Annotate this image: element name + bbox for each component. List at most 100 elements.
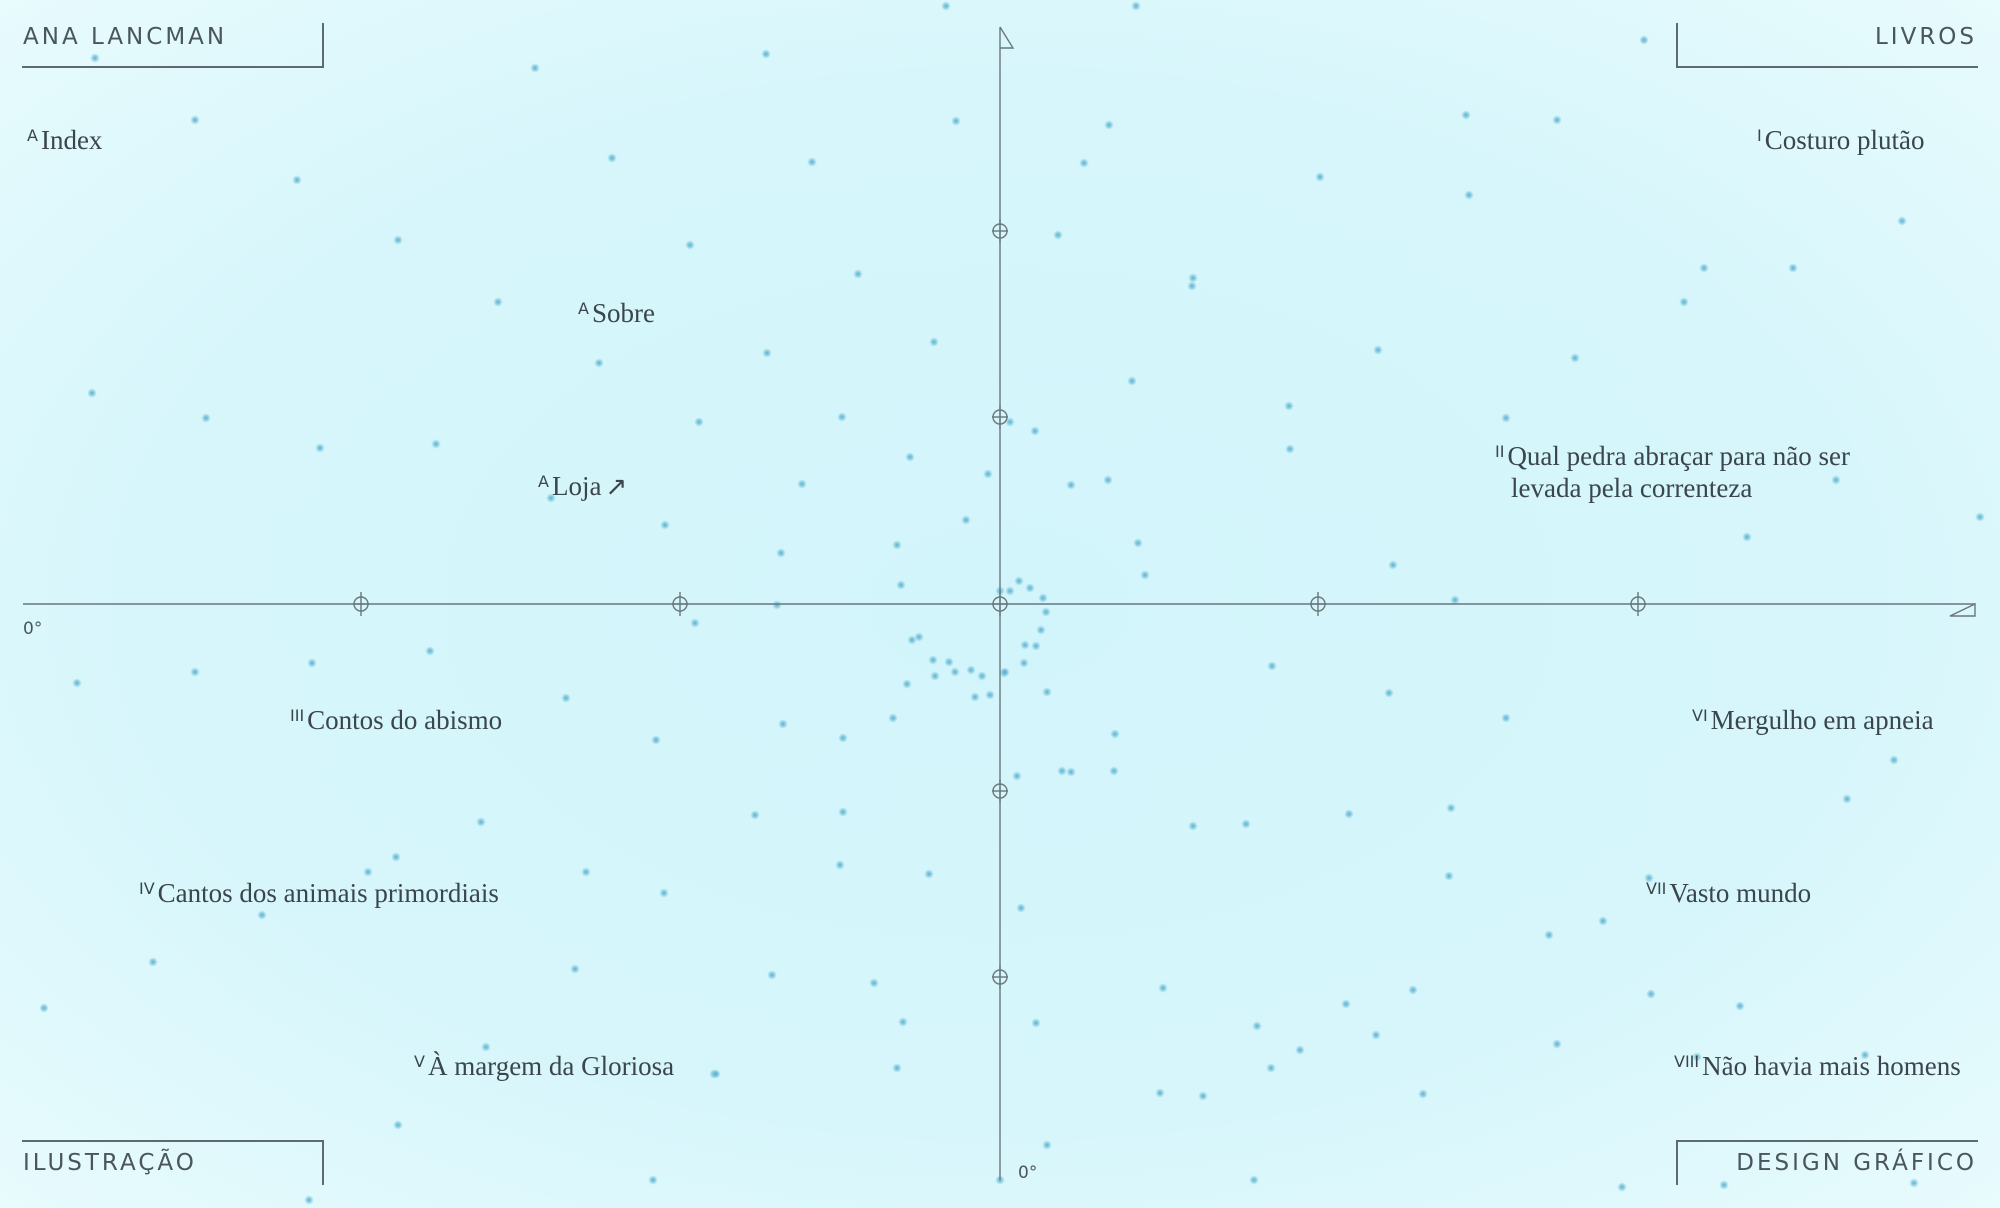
star-dot <box>1104 120 1114 130</box>
brand-name: ANA LANCMAN <box>23 24 228 50</box>
star-dot <box>1019 658 1029 668</box>
star-dot <box>1897 216 1907 226</box>
book-link-1[interactable]: I Costuro plutão <box>1757 124 1924 156</box>
book-link-3[interactable]: III Contos do abismo <box>290 704 502 736</box>
book-title: Cantos dos animais primordiais <box>157 878 499 908</box>
nav-marker: A <box>578 299 589 318</box>
star-dot <box>1127 376 1137 386</box>
star-dot <box>966 665 976 675</box>
star-dot <box>1014 576 1024 586</box>
star-dot <box>1742 532 1752 542</box>
star-dot <box>1646 989 1656 999</box>
star-dot <box>961 515 971 525</box>
star-dot <box>951 116 961 126</box>
star-dot <box>1000 667 1010 677</box>
star-dot <box>1285 444 1295 454</box>
star-dot <box>1042 687 1052 697</box>
nav-index-link[interactable]: A Index <box>27 124 102 156</box>
nav-about-link[interactable]: A Sobre <box>578 297 655 329</box>
star-dot <box>39 1003 49 1013</box>
y-origin-label: 0° <box>1018 1163 1038 1183</box>
star-dot <box>1644 873 1654 883</box>
star-dot <box>1109 766 1119 776</box>
star-dot <box>694 417 704 427</box>
star-dot <box>651 735 661 745</box>
star-dot <box>648 1175 658 1185</box>
star-dot <box>1103 475 1113 485</box>
star-dot <box>1889 755 1899 765</box>
star-dots <box>39 1 1985 1205</box>
star-dot <box>1617 1182 1627 1192</box>
star-dot <box>1418 1089 1428 1099</box>
star-dot <box>292 175 302 185</box>
book-link-8[interactable]: VIII Não havia mais homens <box>1674 1050 1961 1082</box>
star-dot <box>896 580 906 590</box>
axis-ticks <box>353 219 1646 989</box>
book-title-line1: Qual pedra abraçar para não ser <box>1507 441 1850 471</box>
star-dot <box>898 1017 908 1027</box>
nav-marker: A <box>538 472 549 491</box>
star-dot <box>892 1063 902 1073</box>
star-dot <box>1295 1045 1305 1055</box>
book-title: Vasto mundo <box>1669 878 1812 908</box>
star-dot <box>807 157 817 167</box>
star-dot <box>1371 1030 1381 1040</box>
star-dot <box>1341 999 1351 1009</box>
book-marker: III <box>290 706 305 725</box>
star-dot <box>1053 230 1063 240</box>
x-origin-label: 0° <box>23 619 43 639</box>
corner-frame <box>1676 1140 1978 1185</box>
star-dot <box>928 655 938 665</box>
star-dot <box>797 479 807 489</box>
star-dot <box>1187 281 1197 291</box>
star-dot <box>546 493 556 503</box>
star-dot <box>1284 401 1294 411</box>
star-dot <box>1267 661 1277 671</box>
star-dot <box>1388 560 1398 570</box>
design-label: DESIGN GRÁFICO <box>1736 1150 1977 1176</box>
nav-label: Index <box>40 125 103 155</box>
external-arrow-icon: ↗ <box>605 472 628 502</box>
star-dot <box>1158 983 1168 993</box>
star-dot <box>835 860 845 870</box>
book-link-4[interactable]: IV Cantos dos animais primordiais <box>139 877 499 909</box>
star-dot <box>1241 819 1251 829</box>
star-dot <box>924 869 934 879</box>
star-dot <box>1057 766 1067 776</box>
star-dot <box>907 635 917 645</box>
star-dot <box>1598 916 1608 926</box>
star-dot <box>1066 480 1076 490</box>
nav-shop-link[interactable]: A Loja ↗ <box>538 470 627 503</box>
star-dot <box>1188 821 1198 831</box>
book-link-2[interactable]: II Qual pedra abraçar para não ser levada… <box>1495 440 1850 504</box>
book-link-6[interactable]: VI Mergulho em apneia <box>1692 704 1934 736</box>
star-dot <box>941 1 951 11</box>
star-dot <box>1315 172 1325 182</box>
star-dot <box>1842 794 1852 804</box>
star-dot <box>929 337 939 347</box>
star-dot <box>892 540 902 550</box>
star-dot <box>530 63 540 73</box>
star-dot <box>1692 1052 1702 1062</box>
star-dot <box>1544 930 1554 940</box>
nav-marker: A <box>27 126 38 145</box>
star-dot <box>393 235 403 245</box>
star-dot <box>905 452 915 462</box>
star-dot <box>476 817 486 827</box>
star-dot <box>1384 688 1394 698</box>
star-dot <box>190 115 200 125</box>
star-dot <box>1066 767 1076 777</box>
book-title: Não havia mais homens <box>1702 1051 1961 1081</box>
book-link-7[interactable]: VII Vasto mundo <box>1646 877 1811 909</box>
star-dot <box>1446 803 1456 813</box>
star-dot <box>1188 273 1198 283</box>
star-dot <box>1198 1091 1208 1101</box>
star-dot <box>1735 1001 1745 1011</box>
star-dot <box>1031 1018 1041 1028</box>
star-dot <box>853 269 863 279</box>
corner-frame <box>22 1140 324 1185</box>
star-dot <box>1110 729 1120 739</box>
star-dot <box>1025 583 1035 593</box>
